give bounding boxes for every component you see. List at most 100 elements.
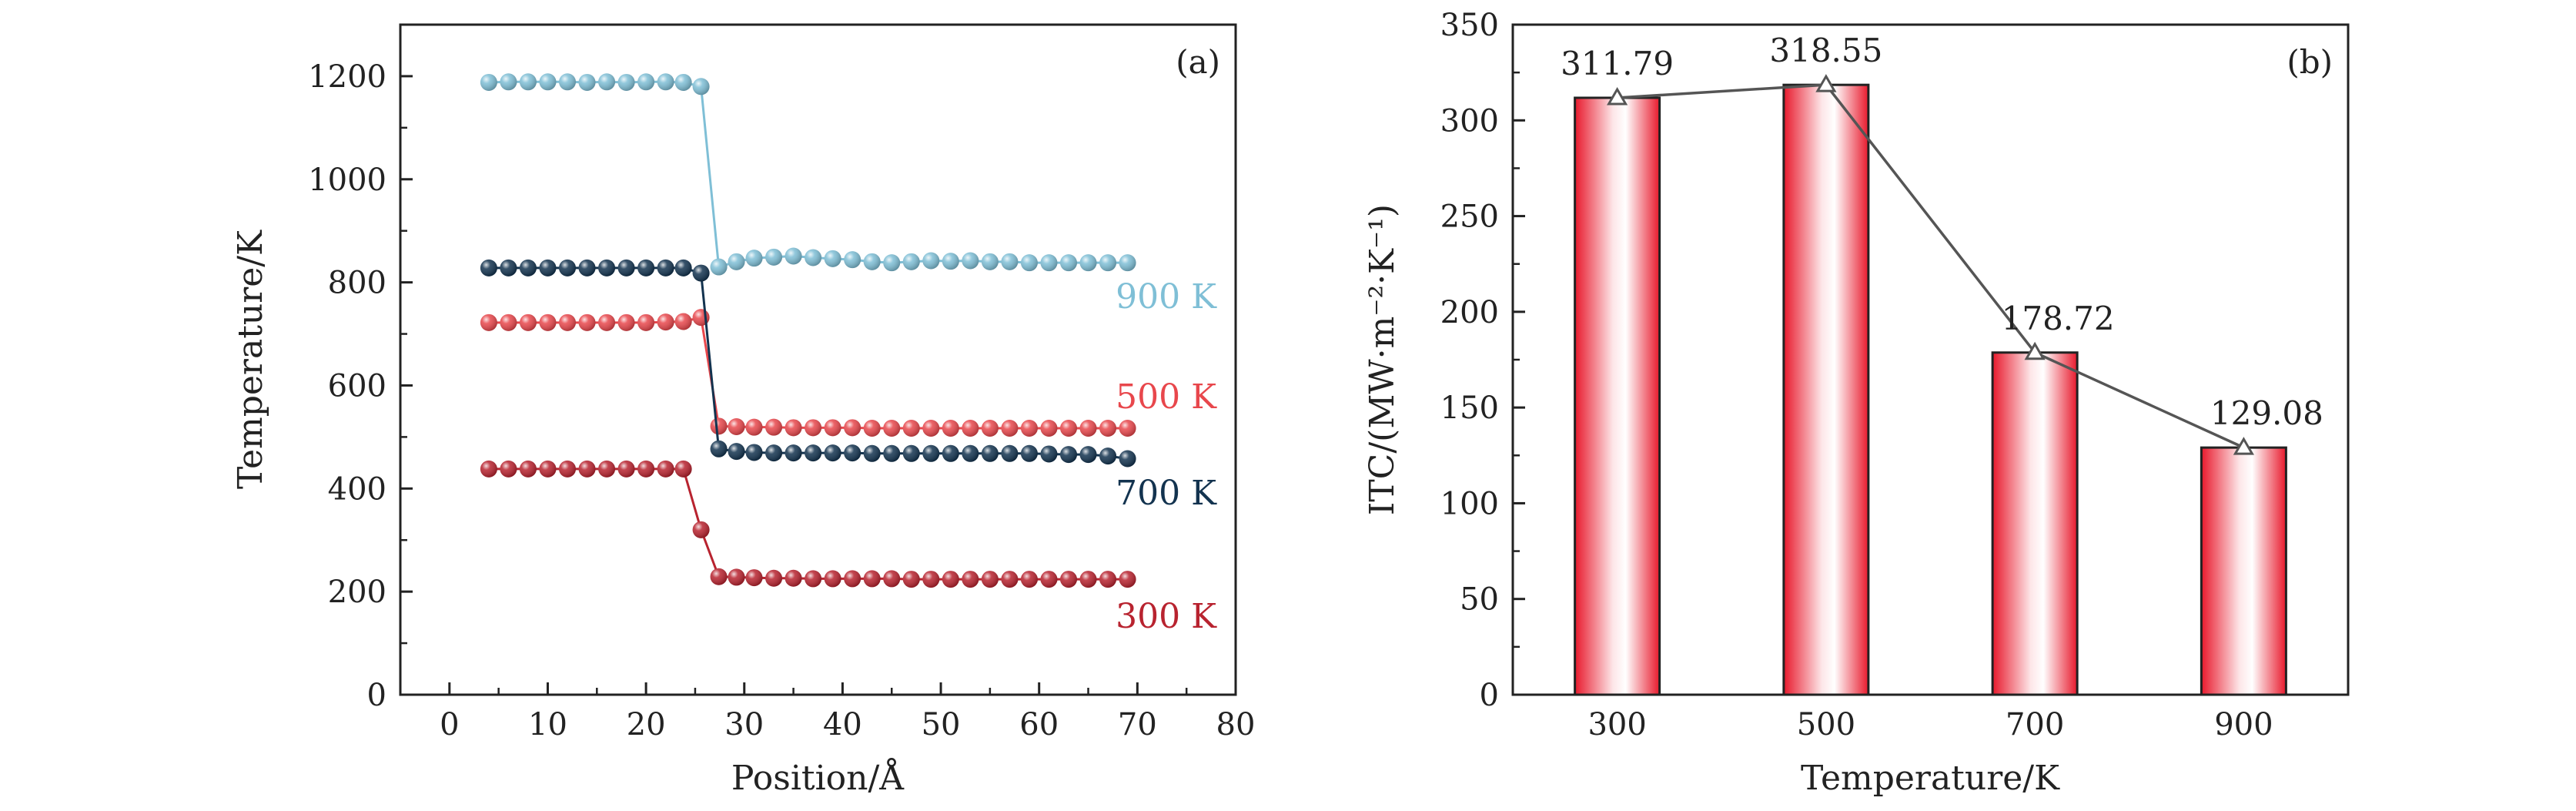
a-x-tick-label-40: 40 [823, 707, 862, 742]
a-x-tick-label-20: 20 [627, 707, 666, 742]
a-x-tick-label-70: 70 [1118, 707, 1157, 742]
data-point-shine-700k [617, 259, 635, 276]
data-point-shine-700k [745, 444, 763, 461]
data-point-shine-300k [922, 571, 940, 588]
data-point-shine-500k [1099, 420, 1117, 437]
data-point-shine-500k [863, 420, 881, 437]
data-point-shine-500k [824, 419, 841, 437]
data-point-shine-700k [637, 259, 655, 276]
data-point-shine-500k [805, 419, 822, 437]
a-x-tick-label-10: 10 [528, 707, 567, 742]
panel-b-bars-group: 311.79 318.55 178.72 129.08 [1561, 32, 2323, 696]
panel-a-series-group [480, 73, 1136, 588]
data-point-shine-300k [824, 570, 841, 588]
data-point-shine-900k [1001, 253, 1019, 270]
data-point-shine-500k [922, 420, 940, 437]
bar-700 [1991, 351, 2079, 696]
data-point-shine-300k [962, 571, 979, 588]
data-point-shine-500k [745, 418, 763, 436]
data-point-shine-300k [1060, 571, 1077, 588]
data-point-shine-700k [559, 259, 576, 276]
data-point-shine-500k [1040, 420, 1058, 437]
data-point-shine-900k [883, 254, 901, 272]
b-y-tick-label-200: 200 [1440, 295, 1499, 330]
trend-marker-700 [2024, 341, 2046, 360]
value-label-900: 129.08 [2210, 394, 2323, 432]
data-point-shine-900k [657, 73, 674, 91]
series-line-700k [488, 266, 1128, 460]
data-point-shine-900k [578, 73, 596, 91]
data-point-shine-500k [539, 313, 557, 331]
data-point-shine-700k [1060, 446, 1077, 464]
b-y-tick-label-150: 150 [1440, 390, 1499, 426]
b-x-tick-label-700: 700 [2006, 707, 2064, 742]
data-point-shine-500k [844, 419, 861, 437]
a-x-tick-label-30: 30 [724, 707, 764, 742]
value-label-700: 178.72 [2002, 300, 2115, 337]
panel-a-x-axis-label: Position/Å [731, 757, 905, 798]
data-point-shine-900k [805, 249, 822, 266]
data-point-shine-500k [765, 418, 783, 436]
data-point-shine-300k [692, 521, 710, 538]
data-point-shine-300k [674, 460, 692, 478]
data-point-shine-700k [765, 444, 783, 462]
panel-b-tag: (b) [2287, 43, 2333, 81]
panel-a-y-axis-label: Temperature/K [231, 230, 270, 489]
data-point-shine-300k [805, 570, 822, 588]
a-x-tick-label-0: 0 [440, 707, 459, 742]
data-point-shine-300k [637, 460, 655, 478]
data-point-shine-700k [598, 259, 616, 276]
data-point-shine-900k [539, 73, 557, 91]
a-y-tick-label-0: 0 [367, 678, 386, 713]
data-point-shine-500k [1079, 420, 1097, 437]
data-point-shine-500k [480, 313, 497, 331]
b-y-tick-label-300: 300 [1440, 103, 1499, 139]
data-point-shine-700k [844, 444, 861, 462]
data-point-shine-900k [480, 73, 497, 91]
panel-b-axes: 0 50 100 150 200 250 300 350 300 500 700 900 [1440, 8, 2273, 742]
data-point-shine-700k [500, 259, 517, 276]
data-point-shine-900k [500, 73, 517, 91]
b-x-tick-label-300: 300 [1587, 707, 1646, 742]
panel-a-tag: (a) [1176, 43, 1220, 81]
panel-b-y-axis-label: ITC/(MW·m⁻²·K⁻¹) [1363, 204, 1402, 515]
data-point-shine-500k [902, 420, 920, 437]
series-label-900k: 900 K [1116, 277, 1217, 317]
data-point-shine-300k [1001, 571, 1019, 588]
a-y-tick-label-600: 600 [328, 368, 386, 404]
series-300k [480, 460, 1136, 588]
data-point-shine-300k [942, 571, 959, 588]
data-point-shine-500k [500, 313, 517, 331]
data-point-shine-700k [692, 264, 710, 282]
b-x-tick-label-500: 500 [1797, 707, 1855, 742]
a-x-tick-label-50: 50 [922, 707, 961, 742]
data-point-shine-700k [883, 444, 901, 462]
data-point-shine-500k [1060, 420, 1077, 437]
data-point-shine-300k [1020, 571, 1038, 588]
series-500k [480, 309, 1136, 437]
data-point-shine-500k [962, 420, 979, 437]
series-label-500k: 500 K [1116, 377, 1217, 417]
data-point-shine-700k [1020, 444, 1038, 462]
data-point-shine-300k [480, 460, 497, 478]
series-line-500k [488, 316, 1128, 430]
panel-b-x-axis-label: Temperature/K [1801, 759, 2060, 798]
a-y-tick-label-800: 800 [328, 266, 386, 301]
data-point-shine-700k [1040, 445, 1058, 463]
data-point-shine-700k [922, 444, 940, 462]
data-point-shine-300k [500, 460, 517, 478]
data-point-shine-700k [902, 444, 920, 462]
b-y-tick-label-250: 250 [1440, 199, 1499, 235]
b-y-tick-label-350: 350 [1440, 8, 1499, 43]
data-point-shine-700k [1099, 447, 1117, 465]
data-point-shine-900k [598, 73, 616, 91]
data-point-shine-700k [674, 259, 692, 276]
data-point-shine-500k [617, 313, 635, 331]
data-point-shine-900k [863, 253, 881, 270]
trend-marker-900 [2233, 437, 2254, 455]
b-y-tick-label-100: 100 [1440, 486, 1499, 521]
data-point-shine-900k [745, 250, 763, 267]
data-point-shine-900k [824, 250, 841, 267]
data-point-shine-700k [480, 259, 497, 276]
data-point-shine-300k [844, 570, 861, 588]
